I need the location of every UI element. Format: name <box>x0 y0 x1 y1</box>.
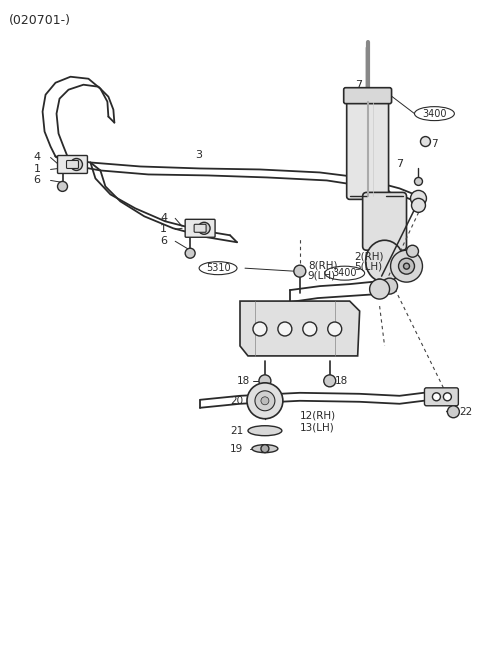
Circle shape <box>294 265 306 277</box>
FancyBboxPatch shape <box>424 388 458 406</box>
Text: 1: 1 <box>160 224 167 234</box>
Circle shape <box>253 322 267 336</box>
FancyBboxPatch shape <box>185 219 215 237</box>
Text: 4: 4 <box>160 213 168 223</box>
Text: 6: 6 <box>34 175 41 186</box>
Circle shape <box>255 391 275 411</box>
Circle shape <box>432 393 441 401</box>
Circle shape <box>420 136 431 146</box>
Circle shape <box>382 278 397 294</box>
Circle shape <box>415 177 422 186</box>
Text: 7: 7 <box>432 138 438 148</box>
FancyBboxPatch shape <box>363 192 407 250</box>
Circle shape <box>372 279 386 293</box>
Text: 5(LH): 5(LH) <box>355 261 383 271</box>
FancyBboxPatch shape <box>67 161 78 169</box>
Text: 9(LH): 9(LH) <box>308 270 336 280</box>
FancyBboxPatch shape <box>344 88 392 104</box>
Circle shape <box>261 397 269 405</box>
Circle shape <box>444 393 451 401</box>
Text: 7: 7 <box>396 159 404 169</box>
Circle shape <box>278 322 292 336</box>
Text: 20: 20 <box>230 396 243 406</box>
Text: 13(LH): 13(LH) <box>300 422 335 433</box>
FancyBboxPatch shape <box>194 224 206 232</box>
Circle shape <box>407 245 419 257</box>
Text: 3: 3 <box>195 150 202 159</box>
Circle shape <box>410 190 426 207</box>
Ellipse shape <box>325 266 365 280</box>
Circle shape <box>261 445 269 453</box>
Circle shape <box>198 222 210 234</box>
Circle shape <box>185 248 195 258</box>
Text: 22: 22 <box>459 407 473 417</box>
Circle shape <box>391 250 422 282</box>
FancyBboxPatch shape <box>347 94 389 199</box>
Ellipse shape <box>415 107 455 121</box>
Ellipse shape <box>199 262 237 275</box>
Circle shape <box>324 375 336 387</box>
Text: 6: 6 <box>160 236 167 246</box>
Polygon shape <box>240 301 360 356</box>
Ellipse shape <box>252 445 278 453</box>
Text: 18: 18 <box>237 376 250 386</box>
Text: 1: 1 <box>34 165 41 174</box>
Ellipse shape <box>366 240 404 282</box>
Text: 3400: 3400 <box>422 109 447 119</box>
Text: 5310: 5310 <box>206 263 230 273</box>
Circle shape <box>247 383 283 419</box>
Text: 3400: 3400 <box>333 268 357 278</box>
Circle shape <box>58 182 68 192</box>
Circle shape <box>404 263 409 269</box>
Text: 18: 18 <box>335 376 348 386</box>
Circle shape <box>411 198 425 213</box>
Circle shape <box>71 159 83 171</box>
Text: 12(RH): 12(RH) <box>300 411 336 420</box>
Text: 2(RH): 2(RH) <box>355 251 384 261</box>
Text: 4: 4 <box>34 152 41 163</box>
Circle shape <box>447 406 459 418</box>
Circle shape <box>398 258 415 274</box>
Circle shape <box>328 322 342 336</box>
Ellipse shape <box>248 426 282 436</box>
Text: 21: 21 <box>230 426 243 436</box>
Text: 7: 7 <box>355 80 362 90</box>
FancyBboxPatch shape <box>58 155 87 173</box>
Text: 8(RH): 8(RH) <box>308 260 337 270</box>
Text: (020701-): (020701-) <box>9 14 71 27</box>
Circle shape <box>259 375 271 387</box>
Text: 19: 19 <box>230 443 243 454</box>
Circle shape <box>370 279 390 299</box>
Circle shape <box>303 322 317 336</box>
